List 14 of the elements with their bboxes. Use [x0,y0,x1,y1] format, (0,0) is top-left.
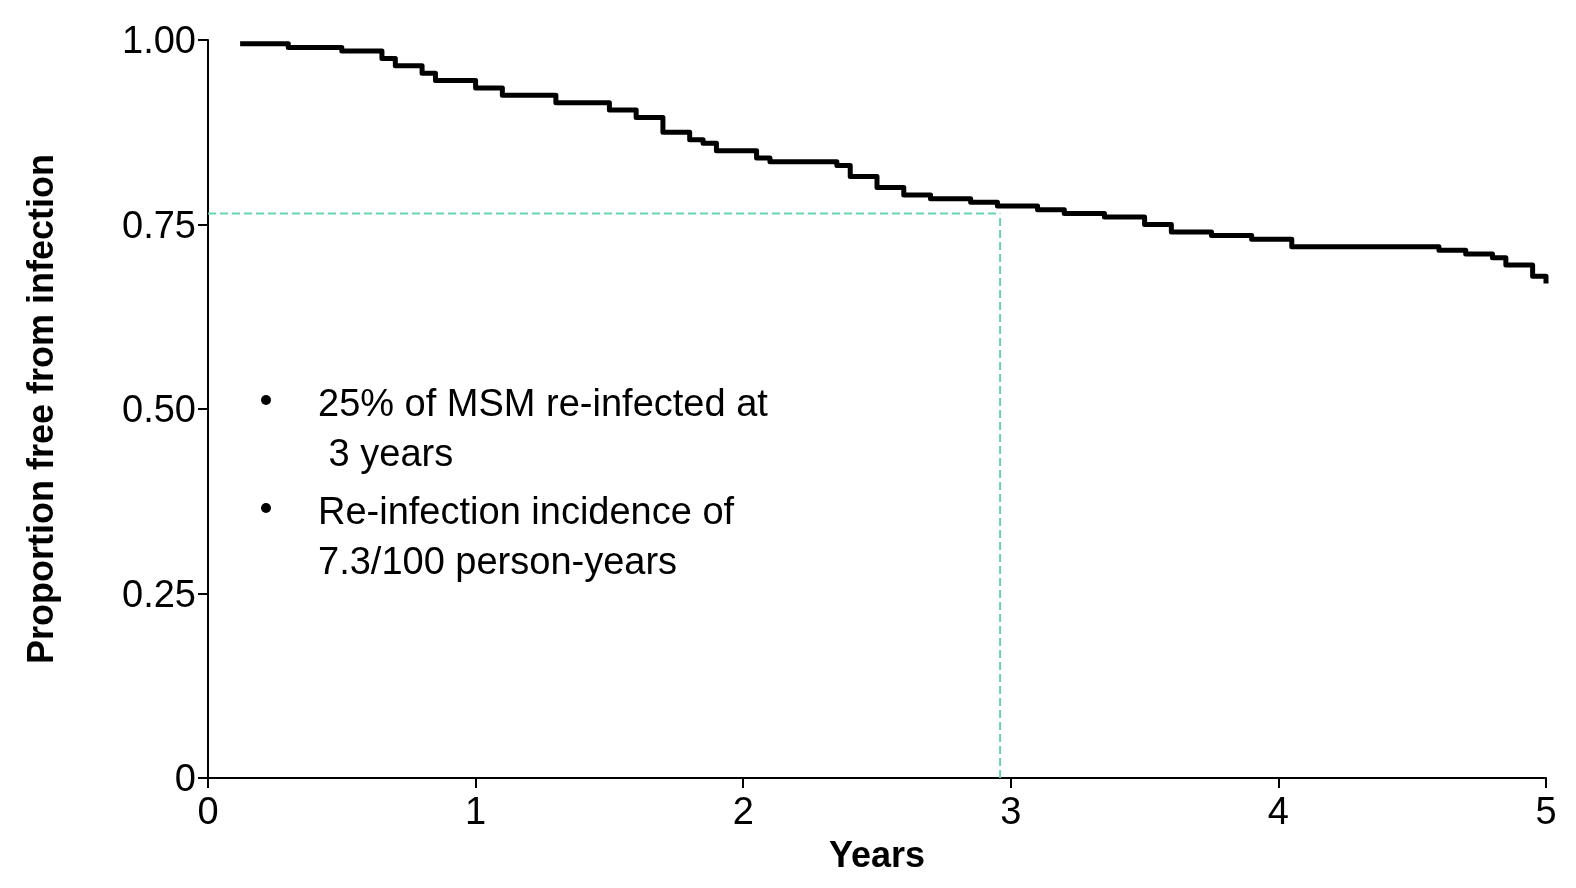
y-axis-title: Proportion free from infection [19,153,61,665]
y-tick-label: 0 [174,757,196,799]
x-axis-title: Years [828,833,926,875]
annotation: 25% of MSM re-infected at 3 years [318,382,769,474]
y-tick-label: 0.50 [122,388,196,430]
x-tick-label: 4 [1267,790,1289,832]
x-tick-label: 5 [1535,790,1557,832]
y-tick-label: 1.00 [122,19,196,61]
x-tick-label: 1 [465,790,487,832]
x-tick-label: 3 [1000,790,1022,832]
annotation: Re-infection incidence of 7.3/100 person-years [318,490,745,582]
y-tick-label: 0.75 [122,203,196,246]
x-tick-label: 2 [732,790,754,832]
y-tick-label: 0.25 [122,572,196,615]
